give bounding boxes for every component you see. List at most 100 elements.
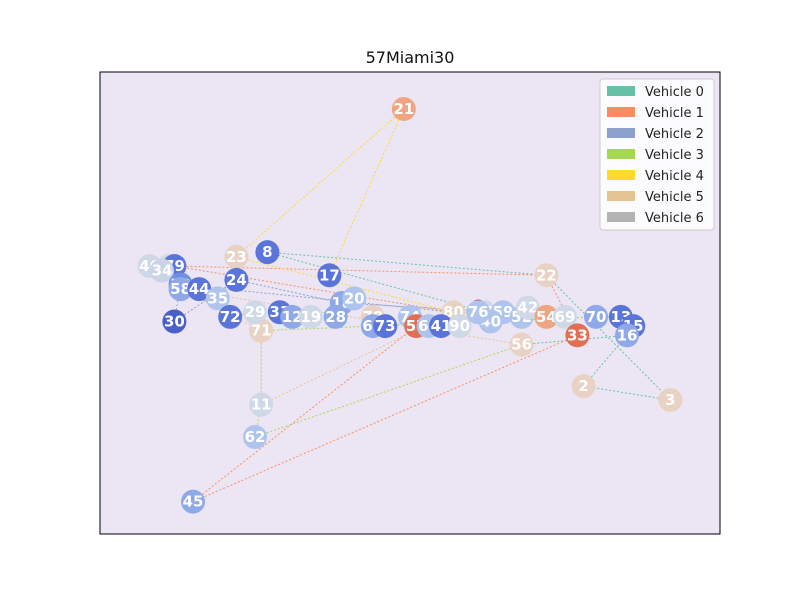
node-circle-30 bbox=[162, 309, 187, 334]
node-90: 90 bbox=[447, 314, 472, 339]
node-45: 45 bbox=[181, 489, 205, 514]
legend-label-0: Vehicle 0 bbox=[645, 85, 704, 100]
node-circle-76 bbox=[466, 300, 491, 325]
node-label-2: 2 bbox=[578, 377, 588, 395]
node-circle-62 bbox=[243, 424, 267, 449]
node-35: 35 bbox=[205, 286, 230, 311]
node-label-71: 71 bbox=[251, 322, 272, 340]
node-circle-90 bbox=[447, 314, 472, 339]
node-circle-72 bbox=[218, 304, 243, 329]
node-label-58: 58 bbox=[170, 280, 191, 298]
node-circle-11 bbox=[249, 392, 274, 417]
node-label-33: 33 bbox=[567, 326, 588, 344]
node-circle-41 bbox=[429, 314, 453, 339]
node-label-28: 28 bbox=[325, 308, 346, 326]
node-circle-19 bbox=[298, 304, 323, 329]
node-circle-45 bbox=[181, 489, 205, 514]
node-circle-35 bbox=[205, 286, 230, 311]
node-label-76: 76 bbox=[468, 303, 489, 321]
route-edge-v2-30-24 bbox=[174, 279, 238, 322]
node-11: 11 bbox=[249, 392, 274, 417]
route-edge-v2-24-18 bbox=[236, 279, 343, 305]
node-22: 22 bbox=[534, 263, 559, 288]
node-30: 30 bbox=[162, 309, 187, 334]
legend: Vehicle 0 Vehicle 1 Vehicle 2 Vehicle 3 Vehi… bbox=[599, 78, 715, 231]
node-circle-56 bbox=[509, 332, 534, 357]
node-54: 54 bbox=[534, 304, 559, 329]
node-20: 20 bbox=[342, 286, 367, 311]
node-label-8: 8 bbox=[262, 243, 272, 261]
node-circle-21 bbox=[391, 96, 416, 121]
node-circle-3 bbox=[658, 388, 683, 413]
node-circle-16 bbox=[615, 323, 639, 348]
route-edge-v5-80-11 bbox=[260, 311, 454, 406]
legend-label-4: Vehicle 4 bbox=[645, 169, 704, 184]
legend-swatch-0 bbox=[607, 86, 635, 96]
route-edge-v4-21-23 bbox=[235, 108, 405, 258]
node-circle-8 bbox=[255, 240, 280, 265]
node-8: 8 bbox=[255, 240, 280, 265]
node-label-62: 62 bbox=[245, 428, 266, 446]
node-circle-24 bbox=[224, 267, 249, 292]
node-29: 29 bbox=[243, 300, 267, 325]
node-label-41: 41 bbox=[431, 317, 452, 335]
node-circle-73 bbox=[373, 314, 398, 339]
node-label-21: 21 bbox=[393, 100, 414, 118]
route-nodes: 2123846677934395844241722353072711820786… bbox=[137, 96, 683, 514]
chart-title: 57Miami30 bbox=[366, 48, 455, 67]
node-70: 70 bbox=[584, 304, 608, 329]
node-circle-17 bbox=[317, 263, 342, 288]
route-edge-v4-23-80 bbox=[236, 256, 455, 314]
legend-swatch-2 bbox=[607, 128, 635, 138]
node-42: 42 bbox=[515, 295, 540, 320]
node-circle-20 bbox=[342, 286, 367, 311]
node-label-44: 44 bbox=[189, 280, 210, 298]
node-label-16: 16 bbox=[617, 326, 638, 344]
node-label-69: 69 bbox=[555, 308, 576, 326]
node-28: 28 bbox=[323, 304, 348, 329]
route-edge-v1-80-79 bbox=[173, 263, 454, 313]
node-label-11: 11 bbox=[251, 396, 272, 414]
node-3: 3 bbox=[658, 388, 683, 413]
node-69: 69 bbox=[553, 304, 577, 329]
node-label-54: 54 bbox=[536, 308, 557, 326]
node-circle-71 bbox=[249, 318, 274, 343]
legend-label-1: Vehicle 1 bbox=[645, 106, 704, 121]
node-21: 21 bbox=[391, 96, 416, 121]
node-34: 34 bbox=[150, 258, 174, 283]
node-circle-34 bbox=[150, 258, 174, 283]
node-circle-54 bbox=[534, 304, 559, 329]
node-circle-70 bbox=[584, 304, 608, 329]
route-edge-v2-18-59 bbox=[341, 302, 504, 315]
node-circle-42 bbox=[515, 295, 540, 320]
legend-label-3: Vehicle 3 bbox=[645, 148, 704, 163]
node-62: 62 bbox=[243, 424, 267, 449]
node-33: 33 bbox=[565, 323, 590, 348]
legend-label-2: Vehicle 2 bbox=[645, 127, 704, 142]
node-label-24: 24 bbox=[226, 271, 247, 289]
node-56: 56 bbox=[509, 332, 534, 357]
legend-swatch-3 bbox=[607, 149, 635, 159]
route-edge-v3-56-62 bbox=[254, 344, 522, 439]
node-circle-69 bbox=[553, 304, 577, 329]
legend-swatch-4 bbox=[607, 170, 635, 180]
legend-swatch-5 bbox=[607, 191, 635, 201]
node-23: 23 bbox=[224, 244, 249, 269]
node-71: 71 bbox=[249, 318, 274, 343]
route-edge-v0-3-2 bbox=[582, 383, 671, 401]
route-edge-v5-58-56 bbox=[180, 288, 523, 347]
node-16: 16 bbox=[615, 323, 639, 348]
node-circle-29 bbox=[243, 300, 267, 325]
route-edge-v0-8-22 bbox=[267, 251, 548, 278]
node-label-45: 45 bbox=[183, 493, 204, 511]
node-label-72: 72 bbox=[220, 308, 241, 326]
node-label-19: 19 bbox=[300, 308, 321, 326]
node-73: 73 bbox=[373, 314, 398, 339]
node-label-30: 30 bbox=[164, 312, 185, 330]
node-label-3: 3 bbox=[665, 391, 675, 409]
legend-swatch-6 bbox=[607, 212, 635, 222]
route-edge-v1-33-45 bbox=[192, 334, 578, 503]
node-circle-23 bbox=[224, 244, 249, 269]
node-label-20: 20 bbox=[344, 289, 365, 307]
